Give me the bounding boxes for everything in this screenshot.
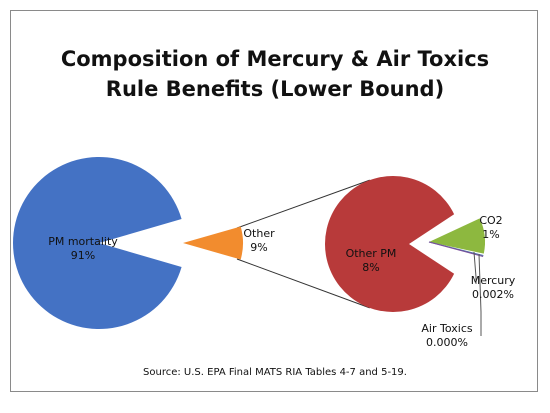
slice-co2	[429, 218, 486, 254]
chart-frame: Composition of Mercury & Air Toxics Rule…	[10, 10, 538, 392]
slice-other	[183, 226, 243, 260]
label-co2: CO2 1%	[479, 214, 502, 241]
label-mercury: Mercury 0.002%	[471, 274, 516, 301]
sub-pie	[324, 176, 486, 336]
slice-pm-mortality	[13, 156, 182, 329]
label-other-pm: Other PM 8%	[346, 247, 397, 274]
source-note: Source: U.S. EPA Final MATS RIA Tables 4…	[143, 367, 407, 378]
chart-title-line-1: Composition of Mercury & Air Toxics	[60, 47, 490, 71]
chart-title-line-2: Rule Benefits (Lower Bound)	[105, 77, 445, 101]
leader-line-mercury	[473, 251, 477, 284]
connector-lines	[236, 179, 370, 309]
pie-of-pie-chart: PM mortality 91% Other 9% Other PM 8% CO2 1% Mer…	[13, 156, 516, 349]
main-pie	[13, 156, 243, 329]
label-air-toxics: Air Toxics 0.000%	[421, 322, 472, 349]
label-pm-mortality: PM mortality 91%	[48, 235, 118, 262]
connector-line-top	[236, 179, 370, 229]
slice-other-pm	[324, 176, 455, 313]
slice-labels: PM mortality 91% Other 9% Other PM 8% CO2 1% Mer…	[48, 214, 516, 349]
chart-title: Composition of Mercury & Air Toxics Rule…	[11, 44, 539, 104]
leader-line-air-toxics	[478, 253, 482, 336]
label-other: Other 9%	[243, 227, 275, 254]
connector-line-bottom	[236, 258, 370, 309]
